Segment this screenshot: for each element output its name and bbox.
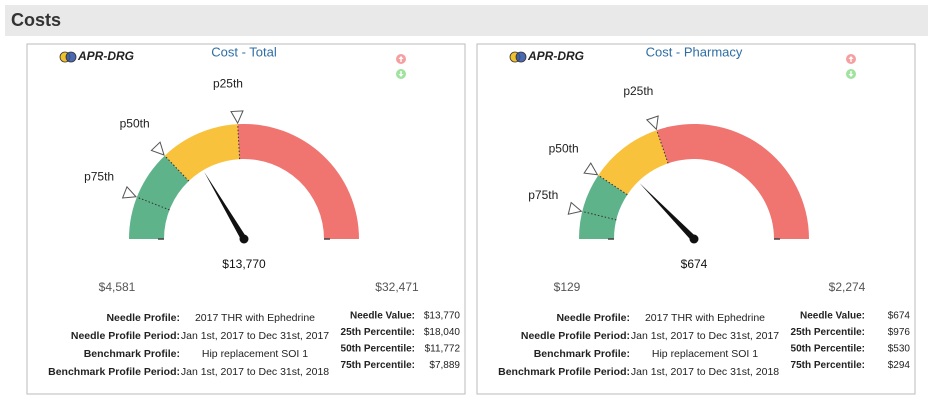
percentile-line [582, 210, 617, 221]
percentile-line [597, 174, 628, 196]
needle-hub [239, 234, 249, 244]
max-label: $2,274 [829, 280, 866, 294]
stat-value: $294 [888, 360, 911, 371]
gauge-segment [164, 124, 240, 182]
sort-down-arrow [398, 71, 404, 77]
logo-text: APR-DRG [77, 49, 134, 63]
header-bar [5, 5, 928, 36]
percentile-label: p50th [549, 142, 579, 156]
stat-value: $976 [888, 327, 911, 338]
percentile-marker [583, 162, 599, 176]
gauge-segment [237, 124, 359, 239]
stat-label: 25th Percentile: [341, 327, 415, 338]
detail-label: Benchmark Profile: [84, 348, 180, 360]
panel [476, 43, 916, 395]
stat-value: $13,770 [424, 311, 461, 322]
stat-value: $11,772 [425, 344, 461, 355]
chart-title: Cost - Pharmacy [646, 44, 743, 59]
logo-icon [65, 51, 77, 63]
percentile-line [136, 196, 170, 211]
detail-value: Hip replacement SOI 1 [652, 348, 758, 360]
sort-up-arrow [398, 56, 404, 62]
percentile-marker [645, 115, 659, 131]
panel [26, 43, 466, 395]
needle-value: $674 [681, 257, 708, 271]
header-title: Costs [11, 10, 61, 30]
stat-label: 75th Percentile: [791, 360, 865, 371]
stat-label: Needle Value: [350, 311, 415, 322]
detail-value: Jan 1st, 2017 to Dec 31st, 2017 [181, 330, 329, 342]
detail-label: Needle Profile: [556, 312, 630, 324]
stat-label: 75th Percentile: [341, 360, 415, 371]
percentile-line [656, 130, 669, 164]
min-label: $129 [554, 280, 581, 294]
stat-value: $7,889 [429, 360, 460, 371]
detail-label: Needle Profile Period: [71, 330, 180, 342]
detail-value: Hip replacement SOI 1 [202, 348, 308, 360]
percentile-label: p75th [84, 170, 114, 184]
needle [639, 183, 697, 242]
detail-value: Jan 1st, 2017 to Dec 31st, 2018 [181, 366, 329, 378]
detail-value: Jan 1st, 2017 to Dec 31st, 2017 [631, 330, 779, 342]
percentile-label: p25th [623, 84, 653, 98]
percentile-marker [230, 110, 244, 125]
sort-up-arrow [848, 56, 854, 62]
stat-label: 50th Percentile: [791, 344, 865, 355]
detail-label: Needle Profile Period: [521, 330, 630, 342]
percentile-label: p25th [213, 76, 243, 90]
detail-label: Benchmark Profile Period: [498, 366, 630, 378]
sort-down-arrow [848, 71, 854, 77]
percentile-marker [150, 141, 165, 156]
detail-value: 2017 THR with Ephedrine [195, 312, 315, 324]
stat-value: $530 [888, 344, 911, 355]
stat-label: 25th Percentile: [791, 327, 865, 338]
gauge-segment [656, 124, 809, 239]
min-label: $4,581 [99, 280, 136, 294]
stat-value: $674 [888, 311, 911, 322]
gauge-segment [579, 175, 628, 239]
percentile-label: p50th [120, 117, 150, 131]
detail-value: Jan 1st, 2017 to Dec 31st, 2018 [631, 366, 779, 378]
needle-hub [689, 234, 699, 244]
detail-label: Needle Profile: [106, 312, 180, 324]
logo-text: APR-DRG [527, 49, 584, 63]
detail-label: Benchmark Profile Period: [48, 366, 180, 378]
gauge-segment [129, 155, 189, 239]
needle [204, 171, 247, 241]
percentile-marker [567, 201, 583, 215]
stat-label: 50th Percentile: [341, 344, 415, 355]
detail-label: Benchmark Profile: [534, 348, 630, 360]
percentile-marker [121, 185, 138, 199]
max-label: $32,471 [375, 280, 419, 294]
detail-value: 2017 THR with Ephedrine [645, 312, 765, 324]
chart-title: Cost - Total [211, 44, 277, 59]
percentile-label: p75th [528, 188, 558, 202]
logo-icon [515, 51, 527, 63]
percentile-line [164, 155, 190, 182]
stat-label: Needle Value: [800, 311, 865, 322]
gauge-segment [598, 130, 669, 195]
stat-value: $18,040 [424, 327, 461, 338]
needle-value: $13,770 [222, 257, 266, 271]
percentile-line [237, 124, 241, 160]
